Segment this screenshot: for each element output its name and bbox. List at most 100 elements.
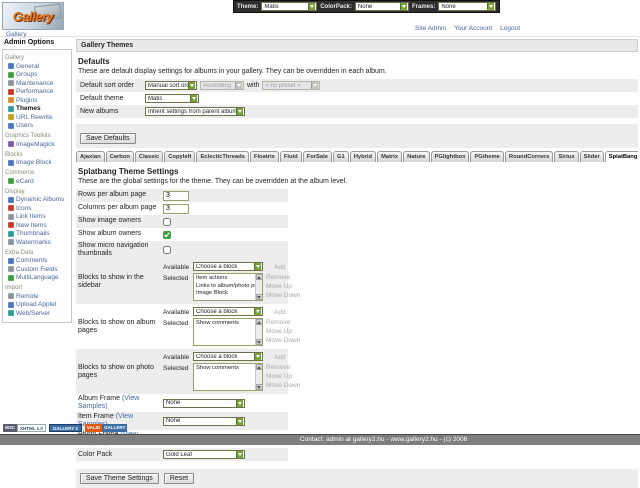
sidebar-blocks-move-up-button[interactable]: Move Up: [266, 282, 293, 290]
tab-roundcorners[interactable]: RoundCorners: [504, 151, 554, 162]
tab-hybrid[interactable]: Hybrid: [349, 151, 377, 162]
comments-icon: [8, 257, 14, 264]
imagemagick-icon: [8, 141, 14, 148]
tab-nature[interactable]: Nature: [403, 151, 430, 162]
sidebar-blocks-remove-button[interactable]: Remove: [266, 274, 291, 282]
photo-blocks-choose-select[interactable]: Choose a block: [193, 352, 263, 362]
colorpack-select[interactable]: None: [354, 2, 409, 11]
your-account-link[interactable]: Your Account: [454, 25, 493, 32]
photo-blocks-selected-listbox[interactable]: Show comments: [193, 363, 263, 392]
default-sort-order-select[interactable]: Manual sort order: [145, 81, 197, 90]
content: Admin Options Gallery General Groups Mai…: [2, 39, 638, 488]
dropdown-arrow-icon: [235, 82, 242, 89]
album-blocks-choose-select[interactable]: Choose a block: [193, 307, 263, 317]
default-sort-order-row: Default sort order Manual sort order Asc…: [76, 79, 638, 92]
dropdown-arrow-icon: [236, 451, 243, 459]
show-album-owners-checkbox[interactable]: [163, 230, 171, 239]
tab-pglightbox[interactable]: PGlightbox: [430, 151, 470, 162]
sidebar-section-display: Display: [5, 188, 25, 195]
save-defaults-button[interactable]: Save Defaults: [80, 133, 136, 144]
tab-copyleft[interactable]: Copyleft: [164, 151, 196, 162]
dropdown-arrow-icon: [311, 82, 319, 89]
scroll-up-icon[interactable]: [255, 364, 262, 371]
album-frame-select[interactable]: None: [163, 398, 245, 408]
save-defaults-band: Save Defaults: [76, 124, 638, 148]
validation-badges: W3C XHTML 1.0 GALLERY 2 VALID GALLERY: [3, 424, 128, 432]
photo-blocks-add-button[interactable]: Add: [274, 354, 286, 362]
tab-g1[interactable]: G1: [332, 151, 349, 162]
save-theme-settings-button[interactable]: Save Theme Settings: [80, 473, 159, 485]
sidebar-blocks-add-button[interactable]: Add: [274, 264, 286, 272]
listbox-scrollbar[interactable]: [255, 319, 262, 346]
tab-floatrix[interactable]: Floatrix: [249, 151, 279, 162]
plugins-icon: [8, 97, 14, 104]
tab-eclecticthreads[interactable]: EclecticThreads: [196, 151, 249, 162]
sidebar-blocks-move-down-button[interactable]: Move Down: [266, 291, 301, 299]
album-blocks-move-up-button[interactable]: Move Up: [266, 327, 293, 335]
sidebar-section-commerce: Commerce: [5, 170, 35, 176]
sidebar-blocks-choose-select[interactable]: Choose a block: [193, 262, 263, 272]
listbox-scrollbar[interactable]: [255, 364, 262, 391]
site-admin-link[interactable]: Site Admin: [415, 25, 447, 32]
reset-button[interactable]: Reset: [163, 473, 195, 485]
tab-classic[interactable]: Classic: [134, 151, 164, 162]
sort-direction-select[interactable]: Ascending: [200, 81, 244, 90]
dropdown-arrow-icon: [236, 399, 243, 407]
tab-carbon[interactable]: Carbon: [105, 151, 134, 162]
theme-tabs: Ajaxian Carbon Classic Copyleft Eclectic…: [76, 151, 638, 162]
dynamic-albums-icon: [8, 196, 14, 203]
admin-sidebar: Admin Options Gallery General Groups Mai…: [2, 39, 72, 323]
scroll-down-icon[interactable]: [255, 339, 262, 346]
album-frame-view-samples-link[interactable]: (View Samples): [78, 395, 140, 411]
photo-blocks-move-up-button[interactable]: Move Up: [266, 372, 293, 380]
ecard-icon: [8, 178, 14, 185]
listbox-scrollbar[interactable]: [255, 274, 262, 301]
show-micro-nav-checkbox[interactable]: [163, 246, 171, 255]
default-theme-select[interactable]: Matis: [145, 94, 199, 103]
show-album-owners-row: Show album owners: [76, 228, 288, 241]
new-albums-select[interactable]: Inherit settings from parent album: [145, 107, 245, 116]
scroll-up-icon[interactable]: [255, 274, 262, 281]
tab-slider[interactable]: Slider: [579, 151, 604, 162]
dropdown-arrow-icon: [254, 353, 261, 361]
sidebar-section-extra-data: Extra Data: [5, 249, 34, 256]
scroll-down-icon[interactable]: [255, 384, 262, 391]
item-frame-select[interactable]: None: [163, 416, 245, 426]
theme-select[interactable]: Matis: [261, 2, 318, 11]
sidebar-blocks-selected-listbox[interactable]: Item actions Links to album/photo peers …: [193, 273, 263, 302]
show-image-owners-checkbox[interactable]: [163, 217, 171, 226]
tab-matrix[interactable]: Matrix: [377, 151, 403, 162]
tab-siriux[interactable]: Siriux: [554, 151, 579, 162]
gallery2-badge[interactable]: GALLERY 2: [48, 424, 82, 432]
logout-link[interactable]: Logout: [500, 25, 521, 32]
tab-fluid[interactable]: Fluid: [279, 151, 302, 162]
valid-badge[interactable]: VALID GALLERY: [84, 424, 128, 432]
album-blocks-move-down-button[interactable]: Move Down: [266, 336, 301, 344]
show-image-owners-row: Show image owners: [76, 215, 288, 228]
album-blocks-selected-listbox[interactable]: Show comments: [193, 318, 263, 347]
photo-blocks-remove-button[interactable]: Remove: [266, 364, 291, 372]
album-blocks-add-button[interactable]: Add: [274, 309, 286, 317]
tab-ajaxian[interactable]: Ajaxian: [76, 151, 105, 162]
save-theme-band: Save Theme Settings Reset: [76, 469, 638, 488]
columns-per-page-row: Columns per album page: [76, 202, 288, 215]
tab-pgtheme[interactable]: PGtheme: [470, 151, 504, 162]
rows-per-page-input[interactable]: [163, 190, 189, 201]
tab-forsale[interactable]: ForSale: [302, 151, 332, 162]
album-blocks-remove-button[interactable]: Remove: [266, 319, 291, 327]
color-pack-select[interactable]: Gold Leaf: [163, 450, 245, 460]
photo-blocks-move-down-button[interactable]: Move Down: [266, 381, 301, 389]
custom-fields-icon: [8, 266, 14, 273]
xhtml-badge[interactable]: W3C XHTML 1.0: [3, 424, 46, 432]
sort-preset-select[interactable]: « no preset »: [262, 81, 321, 90]
scroll-down-icon[interactable]: [255, 294, 262, 301]
users-icon: [8, 122, 14, 129]
tab-splatbang[interactable]: SplatBang: [604, 151, 638, 162]
theme-settings-table: Rows per album page Columns per album pa…: [76, 189, 300, 462]
frames-select[interactable]: None: [438, 2, 496, 11]
columns-per-page-input[interactable]: [163, 203, 189, 214]
scroll-up-icon[interactable]: [255, 319, 262, 326]
gallery-logo[interactable]: Gallery: [2, 2, 64, 30]
breadcrumb[interactable]: Gallery: [6, 31, 27, 38]
theme-strip: Theme: Matis ColorPack: None Frames: Non…: [233, 0, 500, 13]
